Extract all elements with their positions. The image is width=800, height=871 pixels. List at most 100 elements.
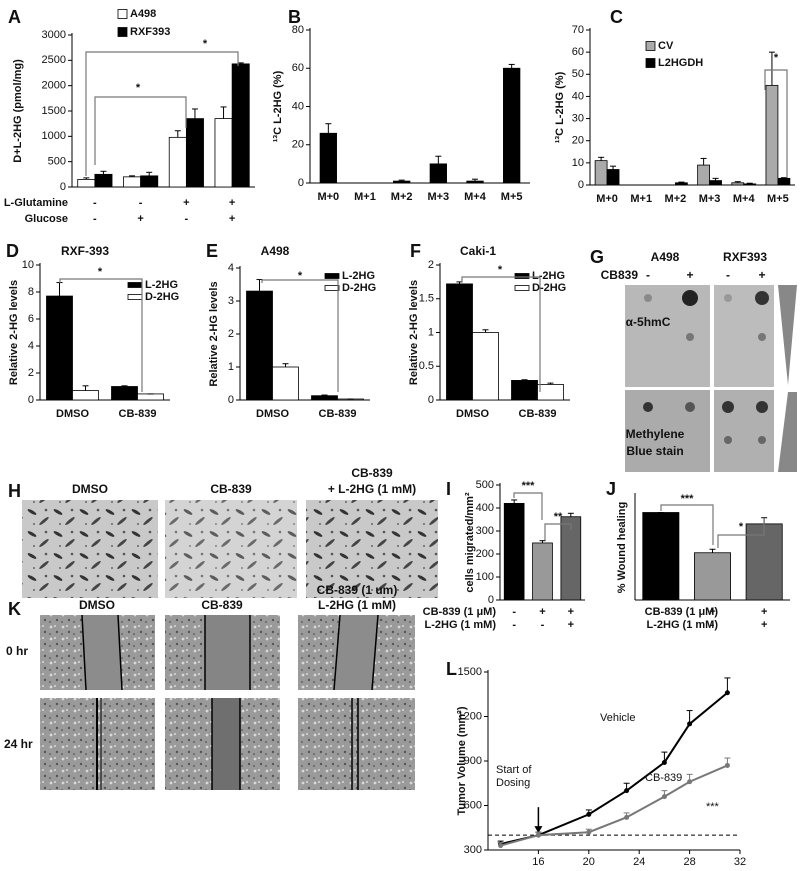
y-tick-label: 4 [228,262,234,274]
row-label: Blue stain [626,444,683,458]
y-tick-label: 60 [292,62,304,74]
bar [606,169,620,186]
row-label: α-5hmC [626,315,671,329]
legend-label: L-2HG [532,270,565,282]
legend-label: D-2HG [342,282,376,294]
micrograph [22,500,158,598]
y-tick-label: 10 [22,259,34,271]
y-axis-label: cells migrated/mm² [464,492,476,593]
gradient-wedge [778,285,797,385]
image-label: DMSO [72,482,108,496]
bar [594,160,608,186]
x-tick-label: M+1 [630,193,652,205]
row-sign: + [137,213,143,225]
y-tick-label: 0.5 [419,360,434,372]
bar [503,67,521,184]
y-axis-label: Relative 2-HG levels [208,281,220,386]
y-tick-label: 0 [28,394,34,406]
x-tick-label: M+0 [596,193,618,205]
y-tick-label: 2500 [42,54,66,66]
image-label: CB-839 [201,598,243,612]
bar [393,180,411,184]
dot [758,436,766,444]
legend-label: L2HGDH [658,57,703,69]
legend-label: CV [658,40,674,52]
panel-letter: F [410,241,421,261]
legend-label: L-2HG [342,270,375,282]
annotation: * [739,521,744,533]
wound-edge [371,614,379,691]
micrograph [165,500,297,598]
panel-letter: H [8,481,21,501]
bar [46,295,73,401]
y-tick-label: 0 [228,394,234,406]
y-tick-label: 0 [298,177,304,189]
image-label: L-2HG (1 mM) [318,598,396,612]
wound-edge [333,614,341,691]
x-tick-label: M+5 [767,193,789,205]
blot-dots [643,290,769,444]
x-tick-label: 28 [683,856,695,868]
bar [272,366,299,401]
bar [185,118,204,188]
wound-edge [117,614,123,691]
significance-bracket [461,276,541,392]
point [724,762,730,768]
x-tick-label: M+5 [501,191,523,203]
bar [123,176,142,188]
bar [246,290,273,401]
bar [697,164,710,186]
y-tick-label: 30 [572,112,584,124]
column-label: RXF393 [723,250,767,264]
y-tick-label: 0 [60,181,66,193]
row-label: CB-839 (1 μM) [423,606,497,618]
row-sign: + [229,197,235,209]
row-sign: - [512,619,516,631]
point [661,759,667,765]
y-tick-label: 1 [428,326,434,338]
sign: + [758,268,765,282]
bar [642,512,680,601]
wound-gap [212,698,240,790]
legend-swatch [514,285,530,291]
y-tick-label: 20 [572,135,584,147]
bar [709,180,722,186]
bar [731,182,745,186]
significance-bracket [660,504,714,545]
annotation: Dosing [496,777,530,789]
legend-swatch [117,27,128,37]
series-label: CB-839 [645,772,682,784]
bar [94,173,113,188]
annotation: * [98,266,103,278]
row-sign: + [183,197,189,209]
image-label: + L-2HG (1 mM) [328,482,416,496]
bar [537,384,564,401]
y-tick-label: 400 [476,502,494,514]
y-tick-label: 300 [464,844,482,856]
wound-images [40,614,415,790]
wound-gap [205,615,250,690]
y-tick-label: 60 [572,46,584,58]
y-tick-label: 40 [292,100,304,112]
bar [472,332,499,401]
row-sign: - [185,213,189,225]
significance-bracket [764,69,788,178]
point [624,788,630,794]
bar [168,136,187,188]
panel-letter: L [446,659,457,679]
y-tick-label: 10 [572,157,584,169]
annotation: * [498,264,503,276]
legend-swatch [645,58,656,68]
bar [743,183,757,186]
y-tick-label: 20 [292,139,304,151]
legend-swatch [127,282,143,288]
x-tick-label: 24 [633,856,645,868]
bar [214,118,233,188]
significance-bracket [85,51,239,176]
bar [111,386,138,401]
y-tick-label: 0 [578,179,584,191]
row-label: 24 hr [4,737,33,751]
image-label: CB-839 (1 um) [317,583,398,597]
annotation: *** [681,493,695,505]
x-tick-label: 20 [583,856,595,868]
